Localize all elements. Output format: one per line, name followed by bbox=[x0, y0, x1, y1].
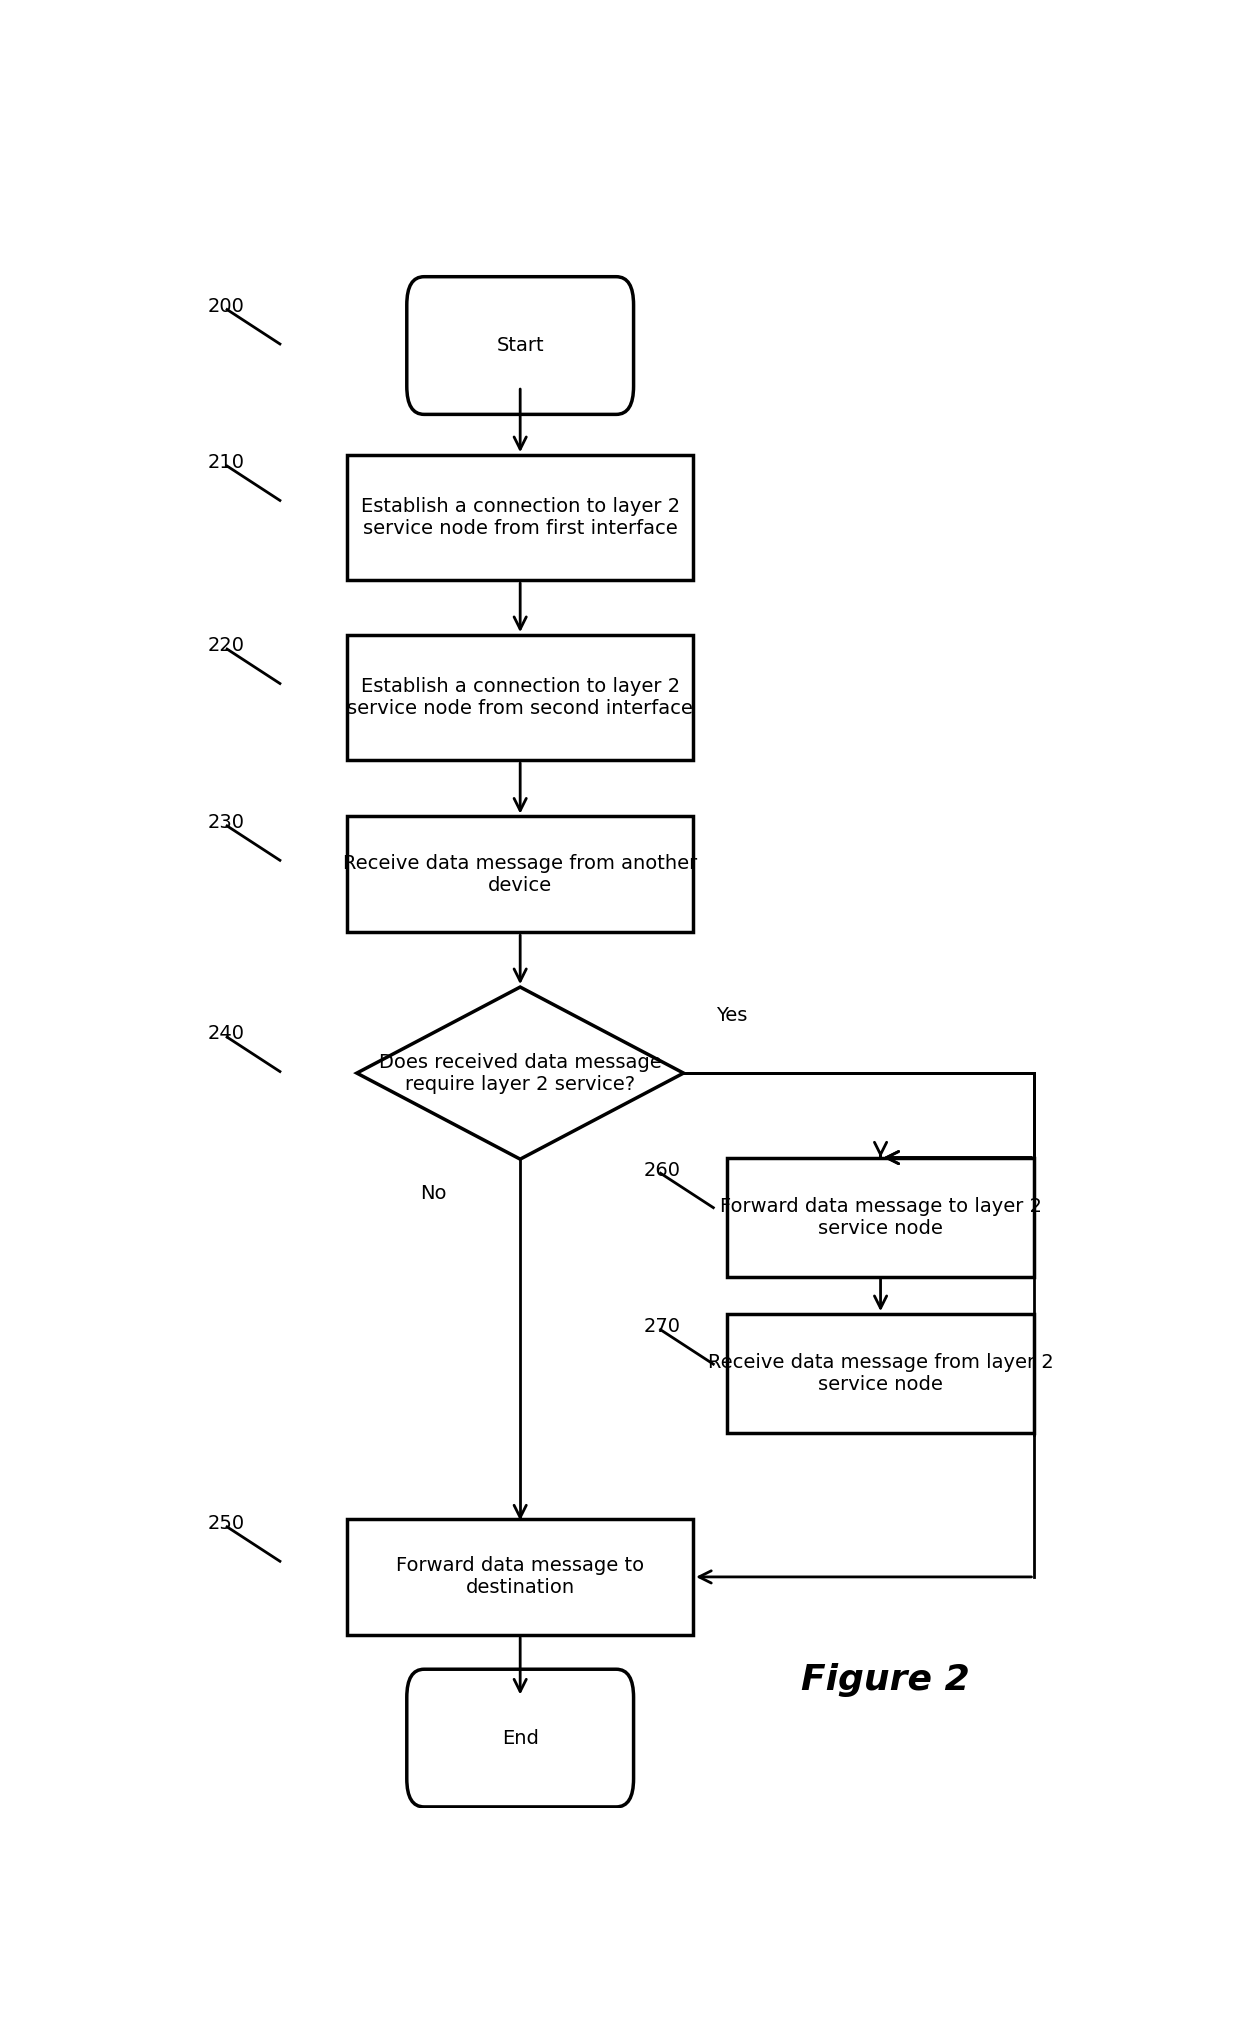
Text: 240: 240 bbox=[208, 1024, 244, 1044]
Text: Figure 2: Figure 2 bbox=[801, 1662, 970, 1697]
Text: 210: 210 bbox=[208, 453, 244, 471]
FancyBboxPatch shape bbox=[347, 455, 693, 581]
FancyBboxPatch shape bbox=[727, 1158, 1034, 1276]
Text: 220: 220 bbox=[208, 636, 244, 656]
Text: Receive data message from layer 2
service node: Receive data message from layer 2 servic… bbox=[708, 1353, 1054, 1394]
Text: Yes: Yes bbox=[715, 1006, 748, 1024]
Text: 200: 200 bbox=[208, 297, 244, 315]
Text: 250: 250 bbox=[208, 1514, 246, 1534]
FancyBboxPatch shape bbox=[347, 817, 693, 933]
FancyBboxPatch shape bbox=[407, 1668, 634, 1806]
Text: Establish a connection to layer 2
service node from first interface: Establish a connection to layer 2 servic… bbox=[361, 498, 680, 538]
Text: End: End bbox=[502, 1729, 538, 1748]
Polygon shape bbox=[357, 988, 683, 1158]
Text: No: No bbox=[420, 1185, 446, 1203]
Text: Does received data message
require layer 2 service?: Does received data message require layer… bbox=[378, 1053, 662, 1093]
Text: Forward data message to layer 2
service node: Forward data message to layer 2 service … bbox=[719, 1197, 1042, 1237]
FancyBboxPatch shape bbox=[347, 1520, 693, 1636]
FancyBboxPatch shape bbox=[347, 636, 693, 760]
Text: 270: 270 bbox=[644, 1317, 681, 1337]
Text: 260: 260 bbox=[644, 1160, 681, 1181]
Text: Start: Start bbox=[496, 335, 544, 356]
FancyBboxPatch shape bbox=[407, 276, 634, 415]
Text: Establish a connection to layer 2
service node from second interface: Establish a connection to layer 2 servic… bbox=[347, 677, 693, 717]
Text: Receive data message from another
device: Receive data message from another device bbox=[343, 853, 697, 894]
FancyBboxPatch shape bbox=[727, 1315, 1034, 1433]
Text: 230: 230 bbox=[208, 813, 244, 833]
Text: Forward data message to
destination: Forward data message to destination bbox=[396, 1557, 645, 1597]
